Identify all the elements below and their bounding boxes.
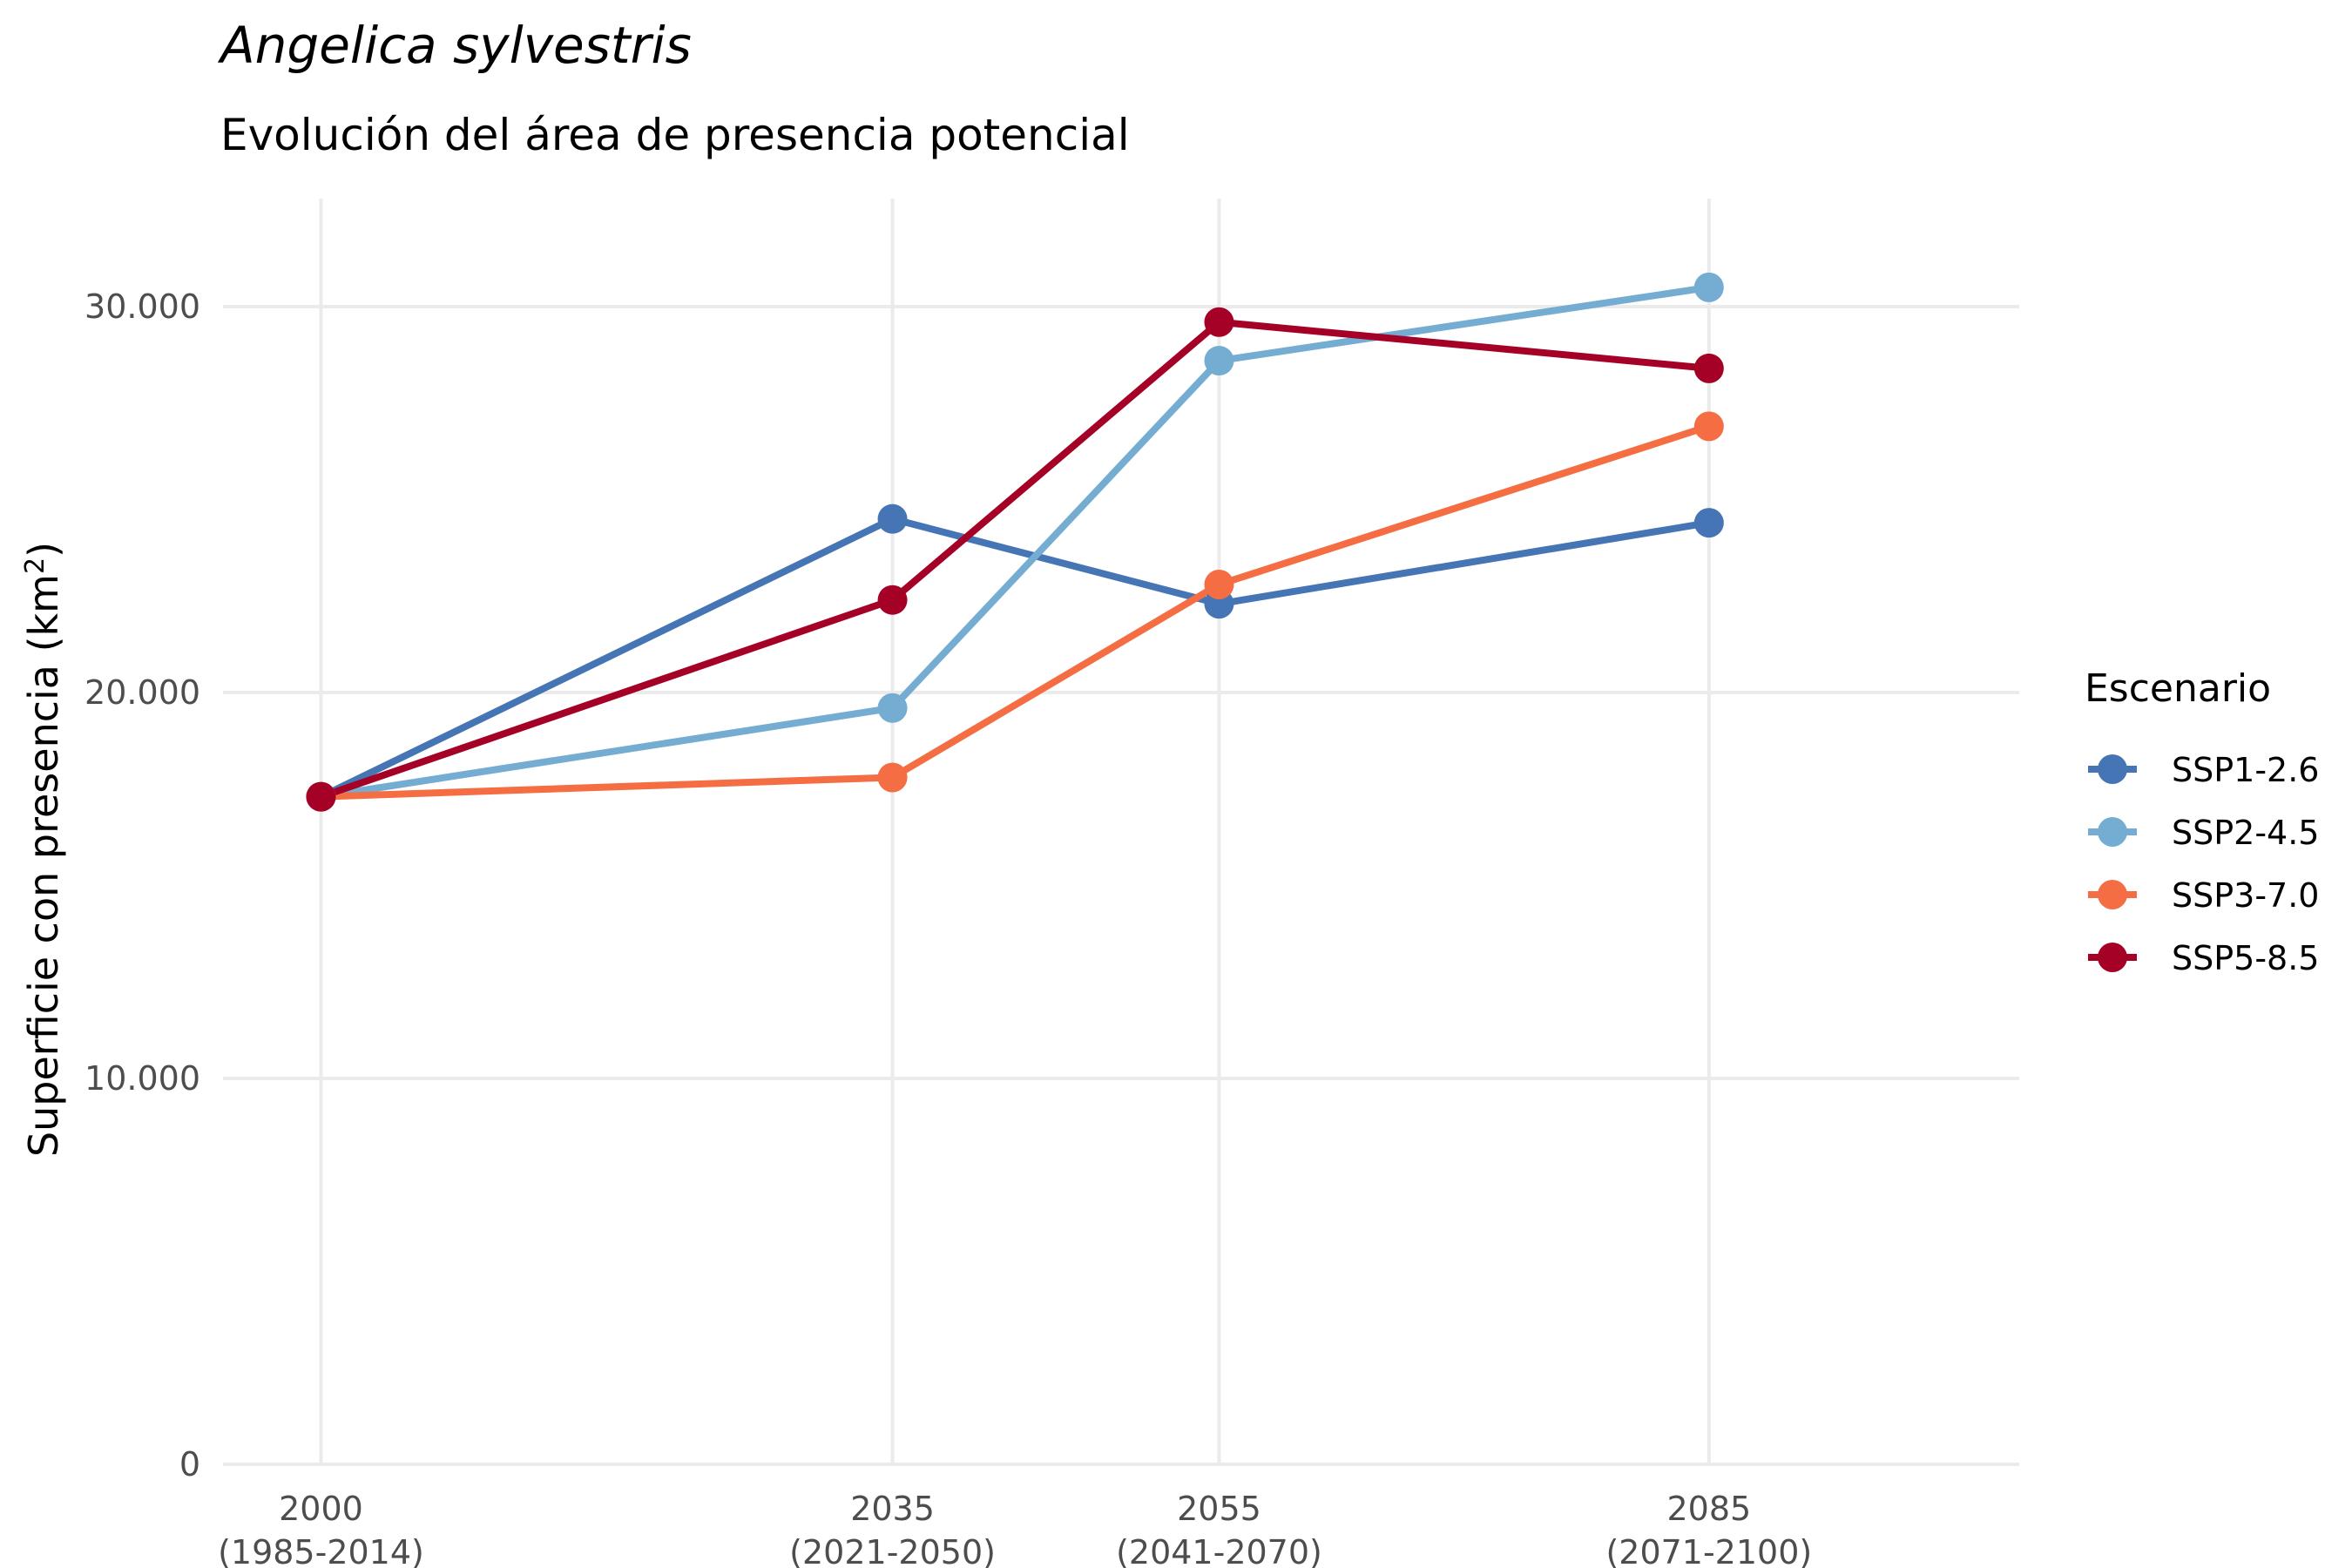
legend-label: SSP3-7.0 [2172,876,2319,915]
y-tick-label: 10.000 [84,1059,200,1098]
x-tick-label: 2035 [850,1490,935,1528]
legend-label: SSP2-4.5 [2172,814,2319,852]
data-point-ssp3-7.0 [877,762,908,793]
data-point-ssp2-4.5 [877,693,908,723]
legend-key-point [2098,880,2127,909]
x-tick-sublabel: (2041-2070) [1116,1533,1322,1568]
data-point-ssp2-4.5 [1204,346,1234,376]
legend-title: Escenario [2085,666,2271,711]
x-axis-ticks: 2000 (1985-2014) 2035 (2021-2050) 2055 (2041-… [218,1490,1812,1568]
data-point-ssp5-8.5 [1693,353,1724,383]
chart-title: Angelica sylvestris [217,16,692,75]
x-tick-label: 2000 [279,1490,363,1528]
y-axis-ticks: 0 10.000 20.000 30.000 [84,287,200,1484]
legend-key-point [2098,754,2127,784]
data-point-ssp3-7.0 [1693,411,1724,442]
x-tick-label: 2085 [1666,1490,1751,1528]
y-axis-label: Superficie con presencia (km2) [20,542,67,1157]
data-point-ssp3-7.0 [1204,569,1234,599]
legend-label: SSP1-2.6 [2172,751,2319,789]
x-tick-sublabel: (1985-2014) [218,1533,424,1568]
series-line-ssp5-8.5 [317,318,1713,801]
data-point-ssp5-8.5 [1204,307,1234,337]
legend-label: SSP5-8.5 [2172,939,2319,977]
legend-key-point [2098,817,2127,847]
x-tick-sublabel: (2071-2100) [1605,1533,1812,1568]
legend: Escenario SSP1-2.6 SSP2-4.5 SSP3-7.0 SSP5-8… [2085,666,2319,977]
series-line-ssp2-4.5 [317,283,1713,801]
legend-key-point [2098,943,2127,972]
x-tick-label: 2055 [1177,1490,1261,1528]
y-tick-label: 20.000 [84,673,200,712]
data-point-ssp5-8.5 [877,585,908,615]
data-point-ssp1-2.6 [877,504,908,534]
series-lines [306,272,1724,812]
grid [223,199,2019,1466]
data-point-ssp1-2.6 [1693,508,1724,538]
data-point-ssp5-8.5 [306,781,336,812]
series-line-ssp3-7.0 [317,422,1713,801]
y-tick-label: 0 [179,1445,200,1484]
x-tick-sublabel: (2021-2050) [789,1533,996,1568]
y-tick-label: 30.000 [84,287,200,326]
data-point-ssp2-4.5 [1693,272,1724,302]
chart-subtitle: Evolución del área de presencia potencia… [220,110,1130,160]
series-line-ssp1-2.6 [317,515,1713,801]
